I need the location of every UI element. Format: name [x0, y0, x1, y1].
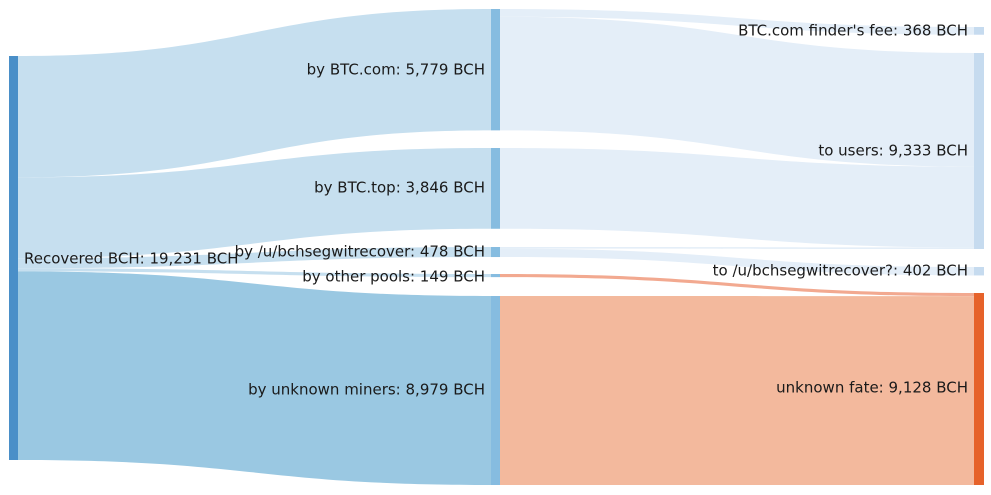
- node-label-to_bchsegwit: to /u/bchsegwitrecover?: 402 BCH: [713, 262, 968, 280]
- node-unknown_fate: [974, 293, 984, 485]
- node-label-bchsegwit: by /u/bchsegwitrecover: 478 BCH: [235, 243, 485, 261]
- node-label-unknown_miners: by unknown miners: 8,979 BCH: [248, 381, 485, 399]
- link-unknown_miners-to-unknown_fate: [500, 296, 974, 485]
- node-to_bchsegwit: [974, 267, 984, 276]
- link-btccom-to-finder_fee: [500, 9, 974, 35]
- node-btctop: [491, 148, 500, 229]
- node-bchsegwit: [491, 247, 500, 258]
- link-recovered-to-btccom: [18, 9, 491, 178]
- link-btccom-to-to_users: [500, 16, 974, 167]
- node-recovered: [9, 56, 18, 460]
- node-label-unknown_fate: unknown fate: 9,128 BCH: [776, 379, 968, 397]
- link-recovered-to-other: [18, 268, 491, 278]
- link-bchsegwit-to-to_bchsegwit: [500, 248, 974, 276]
- link-recovered-to-bchsegwit: [18, 247, 491, 269]
- labels-layer: Recovered BCH: 19,231 BCH by BTC.com: 5,7…: [24, 22, 968, 399]
- node-label-other: by other pools: 149 BCH: [302, 268, 485, 286]
- node-label-finder_fee: BTC.com finder's fee: 368 BCH: [738, 22, 968, 40]
- link-recovered-to-btctop: [18, 148, 491, 259]
- node-btccom: [491, 9, 500, 131]
- node-other: [491, 274, 500, 278]
- node-label-btccom: by BTC.com: 5,779 BCH: [307, 61, 485, 79]
- node-label-to_users: to users: 9,333 BCH: [818, 142, 968, 160]
- node-to_users: [974, 53, 984, 249]
- node-label-recovered: Recovered BCH: 19,231 BCH: [24, 250, 239, 268]
- node-finder_fee: [974, 27, 984, 35]
- node-label-btctop: by BTC.top: 3,846 BCH: [314, 179, 485, 197]
- links-layer: [18, 9, 974, 485]
- node-unknown_miners: [491, 296, 500, 485]
- link-other-to-unknown_fate: [500, 274, 974, 297]
- link-btctop-to-to_users: [500, 148, 974, 248]
- link-recovered-to-unknown_miners: [18, 271, 491, 485]
- link-bchsegwit-to-to_users: [500, 247, 974, 249]
- nodes-layer: [9, 9, 984, 485]
